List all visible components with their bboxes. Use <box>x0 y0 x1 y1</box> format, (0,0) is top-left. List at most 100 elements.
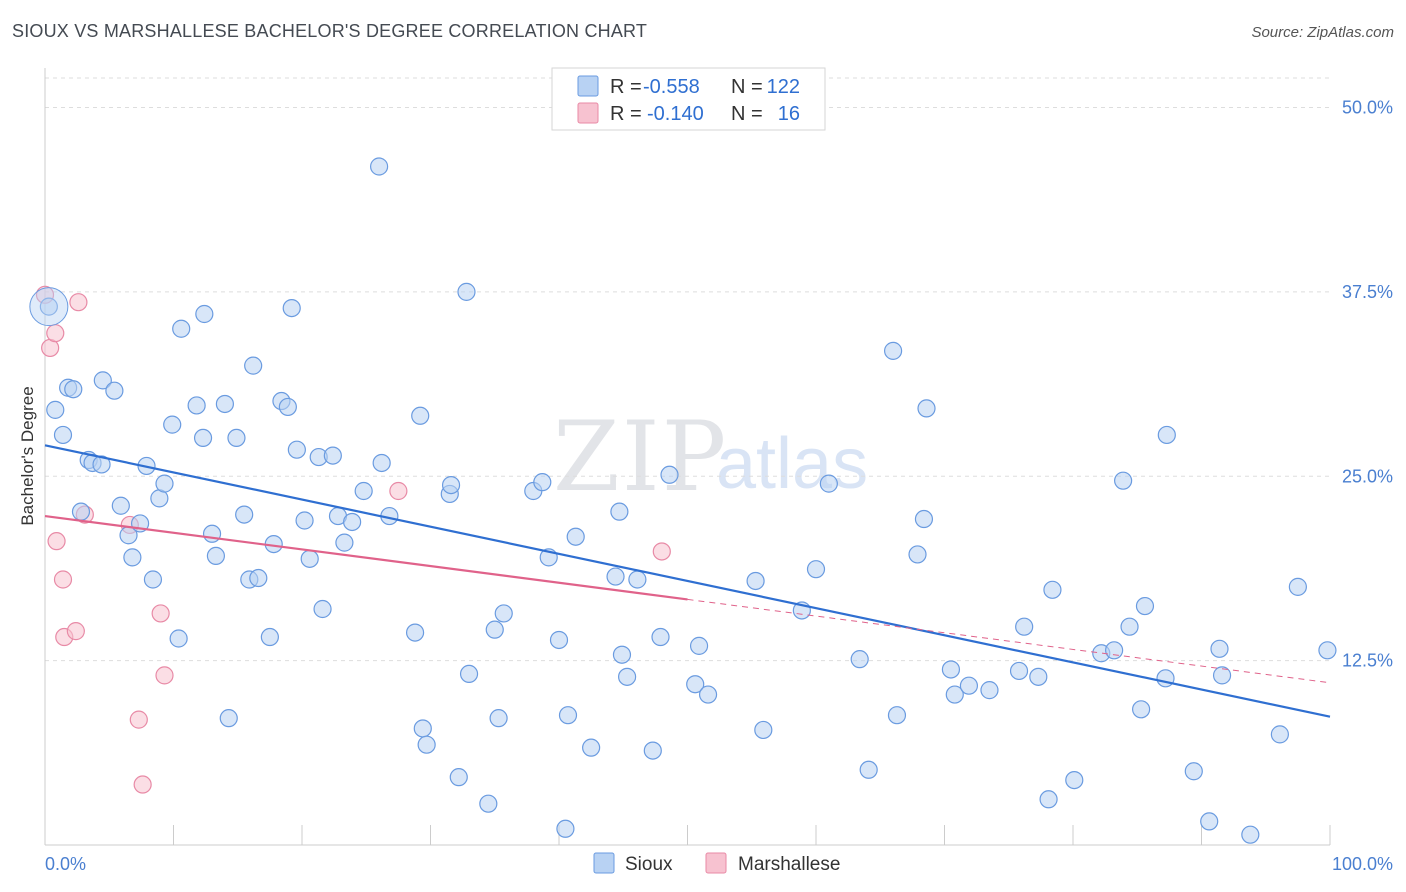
sioux-point <box>1184 762 1203 781</box>
sioux-point <box>354 481 373 501</box>
sioux-n-value: 122 <box>767 76 800 98</box>
marshallese-r-label: R = <box>610 103 642 125</box>
sioux-point <box>628 570 647 589</box>
sioux-point <box>405 623 425 642</box>
sioux-point <box>300 549 319 568</box>
legend-marshallese-label: Marshallese <box>738 854 840 875</box>
sioux-point <box>1015 617 1034 636</box>
sioux-point <box>227 428 246 447</box>
x-ticks <box>173 825 1331 845</box>
sioux-point <box>1135 596 1155 616</box>
sioux-point <box>1009 661 1029 681</box>
sioux-point <box>93 371 112 390</box>
sioux-point <box>343 512 362 532</box>
sioux-r-label: R = <box>610 76 642 98</box>
sioux-point <box>618 667 637 686</box>
sioux-point <box>287 440 306 459</box>
sioux-n-label: N = <box>731 76 763 98</box>
x-tick-labels: 0.0% 100.0% <box>45 854 1393 874</box>
sioux-point <box>155 474 174 493</box>
sioux-point <box>215 394 234 414</box>
sioux-point <box>643 741 662 760</box>
sioux-point <box>449 768 468 787</box>
sioux-point <box>206 546 226 566</box>
marshallese-point <box>129 710 148 729</box>
sioux-point <box>980 681 999 700</box>
sioux-point <box>959 676 979 695</box>
sioux-point <box>282 299 301 318</box>
sioux-point <box>1120 617 1139 636</box>
y-axis-label: Bachelor's Degree <box>18 386 37 525</box>
legend-sioux-label: Sioux <box>625 854 673 875</box>
watermark-zip: ZIP <box>553 401 728 513</box>
sioux-point <box>1241 825 1260 844</box>
sioux-point <box>651 627 670 647</box>
watermark: ZIP atlas <box>553 401 868 513</box>
sioux-point <box>686 675 705 694</box>
chart-title: SIOUX VS MARSHALLESE BACHELOR'S DEGREE C… <box>12 21 648 41</box>
sioux-point <box>235 505 254 524</box>
marshallese-r-value: -0.140 <box>647 103 704 125</box>
sioux-point <box>908 545 927 564</box>
sioux-point <box>689 636 709 655</box>
sioux-point <box>1043 580 1062 599</box>
marshallese-n-label: N = <box>731 103 763 125</box>
sioux-point <box>172 319 191 338</box>
sioux-point <box>883 341 903 360</box>
marshallese-point <box>389 481 408 501</box>
sioux-point <box>1039 790 1058 809</box>
gridlines <box>45 77 1330 662</box>
sioux-point <box>202 524 222 543</box>
sioux-point <box>494 604 513 623</box>
sioux-point <box>945 685 964 704</box>
y-tick-label: 12.5% <box>1342 651 1393 671</box>
sioux-point <box>39 297 58 316</box>
sioux-point <box>249 568 268 588</box>
sioux-point <box>850 650 869 669</box>
sioux-cluster-point <box>29 287 69 327</box>
marshallese-point <box>53 570 73 589</box>
y-tick-label: 50.0% <box>1342 98 1393 118</box>
marshallese-n-value: 16 <box>778 103 800 125</box>
sioux-point <box>193 428 213 447</box>
sioux-point <box>92 455 111 474</box>
sioux-r-value: -0.558 <box>643 76 700 98</box>
sioux-point <box>859 760 878 779</box>
sioux-point <box>1065 770 1084 790</box>
sioux-point <box>887 706 907 725</box>
sioux-point <box>485 620 504 639</box>
sioux-point <box>556 819 575 838</box>
sioux-point <box>278 397 297 417</box>
sioux-point <box>105 381 124 400</box>
marshallese-point <box>46 324 65 343</box>
sioux-point <box>372 453 391 473</box>
sioux-point <box>819 474 838 493</box>
marshallese-point <box>155 666 174 685</box>
sioux-point <box>411 406 430 425</box>
sioux-point <box>489 709 508 728</box>
sioux-point <box>610 502 629 521</box>
sioux-point <box>413 719 432 738</box>
marshallese-point <box>652 542 671 561</box>
sioux-point <box>479 794 498 813</box>
sioux-point <box>914 509 934 529</box>
sioux-point <box>313 599 332 619</box>
marshallese-point <box>69 293 88 312</box>
sioux-point <box>111 496 130 515</box>
marshallese-point <box>133 775 152 794</box>
source-credit: Source: ZipAtlas.com <box>1251 24 1394 41</box>
series-legend: Sioux Marshallese <box>593 852 840 875</box>
sioux-point <box>1157 425 1176 445</box>
sioux-point <box>941 660 961 679</box>
sioux-point <box>1212 666 1232 685</box>
sioux-point <box>219 709 238 728</box>
sioux-point <box>1270 725 1289 744</box>
sioux-point <box>143 570 163 589</box>
sioux-point <box>917 399 936 418</box>
sioux-point <box>746 571 765 591</box>
sioux-point <box>698 685 718 704</box>
sioux-point <box>71 502 91 521</box>
sioux-point <box>260 627 279 647</box>
sioux-point <box>1200 812 1219 831</box>
